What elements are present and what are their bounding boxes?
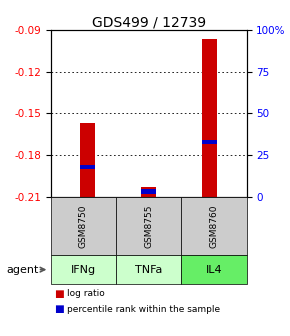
Bar [141, 187, 156, 197]
Bar [141, 190, 156, 194]
Title: GDS499 / 12739: GDS499 / 12739 [92, 15, 206, 29]
Text: percentile rank within the sample: percentile rank within the sample [67, 305, 220, 313]
Text: GSM8755: GSM8755 [144, 204, 153, 248]
Bar [80, 165, 95, 169]
Bar [80, 123, 95, 197]
Text: log ratio: log ratio [67, 290, 104, 298]
Text: GSM8750: GSM8750 [79, 204, 88, 248]
Text: agent: agent [7, 265, 39, 275]
Bar [202, 39, 218, 197]
Text: GSM8760: GSM8760 [209, 204, 218, 248]
Bar [202, 139, 218, 144]
Text: ■: ■ [54, 304, 64, 314]
Text: IFNg: IFNg [71, 265, 96, 275]
Text: ■: ■ [54, 289, 64, 299]
Text: IL4: IL4 [206, 265, 222, 275]
Text: TNFa: TNFa [135, 265, 162, 275]
